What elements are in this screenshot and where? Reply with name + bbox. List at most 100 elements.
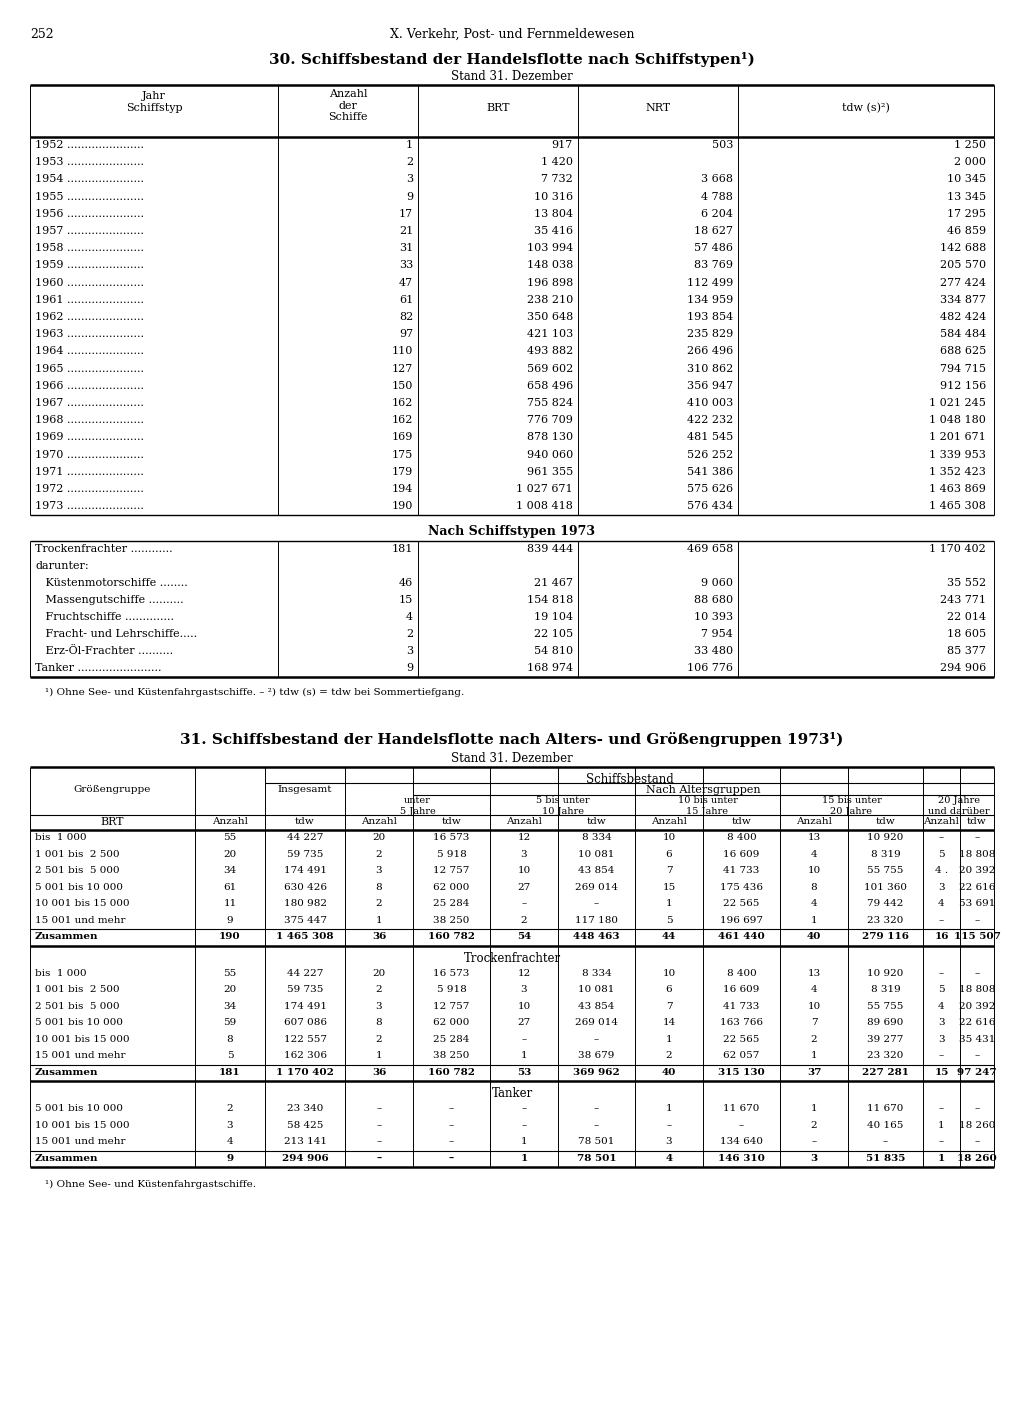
Text: 688 625: 688 625	[940, 346, 986, 356]
Text: 17 295: 17 295	[947, 209, 986, 219]
Text: Zusammen: Zusammen	[35, 1153, 98, 1163]
Text: 15 001 und mehr: 15 001 und mehr	[35, 916, 126, 926]
Text: –: –	[521, 1035, 526, 1044]
Text: 1: 1	[376, 1051, 382, 1061]
Text: 2 000: 2 000	[954, 157, 986, 167]
Text: 19 104: 19 104	[534, 612, 573, 622]
Text: 46: 46	[398, 578, 413, 588]
Text: 148 038: 148 038	[526, 261, 573, 271]
Text: 181: 181	[219, 1068, 241, 1077]
Text: 59 735: 59 735	[287, 850, 324, 859]
Text: Stand 31. Dezember: Stand 31. Dezember	[452, 752, 572, 766]
Text: Tanker ........................: Tanker ........................	[35, 664, 162, 674]
Text: 4: 4	[938, 1002, 945, 1011]
Text: 22 105: 22 105	[534, 629, 573, 639]
Text: 5 918: 5 918	[436, 850, 466, 859]
Text: X. Verkehr, Post- und Fernmeldewesen: X. Verkehr, Post- und Fernmeldewesen	[390, 28, 634, 41]
Text: 16: 16	[934, 933, 949, 941]
Text: 162 306: 162 306	[284, 1051, 327, 1061]
Text: 23 320: 23 320	[867, 916, 904, 926]
Text: 1954 ......................: 1954 ......................	[35, 174, 144, 184]
Text: 194: 194	[391, 484, 413, 494]
Text: 369 962: 369 962	[573, 1068, 620, 1077]
Text: 1: 1	[811, 1105, 817, 1114]
Text: 127: 127	[392, 363, 413, 373]
Text: 27: 27	[517, 1018, 530, 1027]
Text: 4: 4	[406, 612, 413, 622]
Text: 10 920: 10 920	[867, 833, 904, 843]
Text: 2: 2	[520, 916, 527, 926]
Text: tdw: tdw	[731, 817, 752, 826]
Text: 190: 190	[219, 933, 241, 941]
Text: 62 057: 62 057	[723, 1051, 760, 1061]
Text: Fruchtschiffe ..............: Fruchtschiffe ..............	[35, 612, 174, 622]
Text: –: –	[449, 1121, 454, 1129]
Text: 162: 162	[391, 416, 413, 426]
Text: 9: 9	[406, 664, 413, 674]
Text: 106 776: 106 776	[687, 664, 733, 674]
Text: 41 733: 41 733	[723, 866, 760, 876]
Text: 31. Schiffsbestand der Handelsflotte nach Alters- und Größengruppen 1973¹): 31. Schiffsbestand der Handelsflotte nac…	[180, 732, 844, 748]
Text: 150: 150	[391, 380, 413, 390]
Text: 110: 110	[391, 346, 413, 356]
Text: –: –	[939, 916, 944, 926]
Text: 22 565: 22 565	[723, 900, 760, 909]
Text: 8: 8	[226, 1035, 233, 1044]
Text: 1956 ......................: 1956 ......................	[35, 209, 144, 219]
Text: 1967 ......................: 1967 ......................	[35, 397, 144, 409]
Text: 55: 55	[223, 968, 237, 978]
Text: 8: 8	[811, 883, 817, 891]
Text: 4: 4	[811, 900, 817, 909]
Text: darunter:: darunter:	[35, 561, 89, 571]
Text: ¹) Ohne See- und Küstenfahrgastschiffe.: ¹) Ohne See- und Küstenfahrgastschiffe.	[45, 1179, 256, 1189]
Text: –: –	[939, 1138, 944, 1146]
Text: 10 001 bis 15 000: 10 001 bis 15 000	[35, 1121, 130, 1129]
Text: 163 766: 163 766	[720, 1018, 763, 1027]
Text: 3: 3	[666, 1138, 673, 1146]
Text: 8: 8	[376, 883, 382, 891]
Text: 9: 9	[226, 1153, 233, 1163]
Text: Anzahl: Anzahl	[924, 817, 959, 826]
Text: 21: 21	[398, 226, 413, 236]
Text: 25 284: 25 284	[433, 900, 470, 909]
Text: 1973 ......................: 1973 ......................	[35, 501, 144, 511]
Text: 61: 61	[223, 883, 237, 891]
Text: 10: 10	[663, 833, 676, 843]
Text: 88 680: 88 680	[694, 595, 733, 605]
Text: 1958 ......................: 1958 ......................	[35, 244, 144, 253]
Text: 83 769: 83 769	[694, 261, 733, 271]
Text: 350 648: 350 648	[526, 312, 573, 322]
Text: 5 bis unter
10 Jahre: 5 bis unter 10 Jahre	[536, 796, 590, 816]
Text: 43 854: 43 854	[579, 1002, 614, 1011]
Text: 755 824: 755 824	[527, 397, 573, 409]
Text: Jahr
Schiffstyp: Jahr Schiffstyp	[126, 91, 182, 112]
Text: –: –	[594, 1035, 599, 1044]
Text: 7 732: 7 732	[542, 174, 573, 184]
Text: 62 000: 62 000	[433, 1018, 470, 1027]
Text: –: –	[521, 900, 526, 909]
Text: 134 640: 134 640	[720, 1138, 763, 1146]
Text: 576 434: 576 434	[687, 501, 733, 511]
Text: 79 442: 79 442	[867, 900, 904, 909]
Text: 22 014: 22 014	[947, 612, 986, 622]
Text: 10 920: 10 920	[867, 968, 904, 978]
Text: 62 000: 62 000	[433, 883, 470, 891]
Text: –: –	[939, 1105, 944, 1114]
Text: 410 003: 410 003	[687, 397, 733, 409]
Text: 7 954: 7 954	[701, 629, 733, 639]
Text: 175 436: 175 436	[720, 883, 763, 891]
Text: 34: 34	[223, 866, 237, 876]
Text: 97: 97	[399, 329, 413, 339]
Text: 912 156: 912 156	[940, 380, 986, 390]
Text: 142 688: 142 688	[940, 244, 986, 253]
Text: 1: 1	[376, 916, 382, 926]
Text: 1961 ......................: 1961 ......................	[35, 295, 144, 305]
Text: 279 116: 279 116	[862, 933, 909, 941]
Text: –: –	[377, 1138, 382, 1146]
Text: 59 735: 59 735	[287, 985, 324, 994]
Text: 266 496: 266 496	[687, 346, 733, 356]
Text: 8 400: 8 400	[727, 968, 757, 978]
Text: 57 486: 57 486	[694, 244, 733, 253]
Text: 112 499: 112 499	[687, 278, 733, 288]
Text: NRT: NRT	[645, 103, 671, 112]
